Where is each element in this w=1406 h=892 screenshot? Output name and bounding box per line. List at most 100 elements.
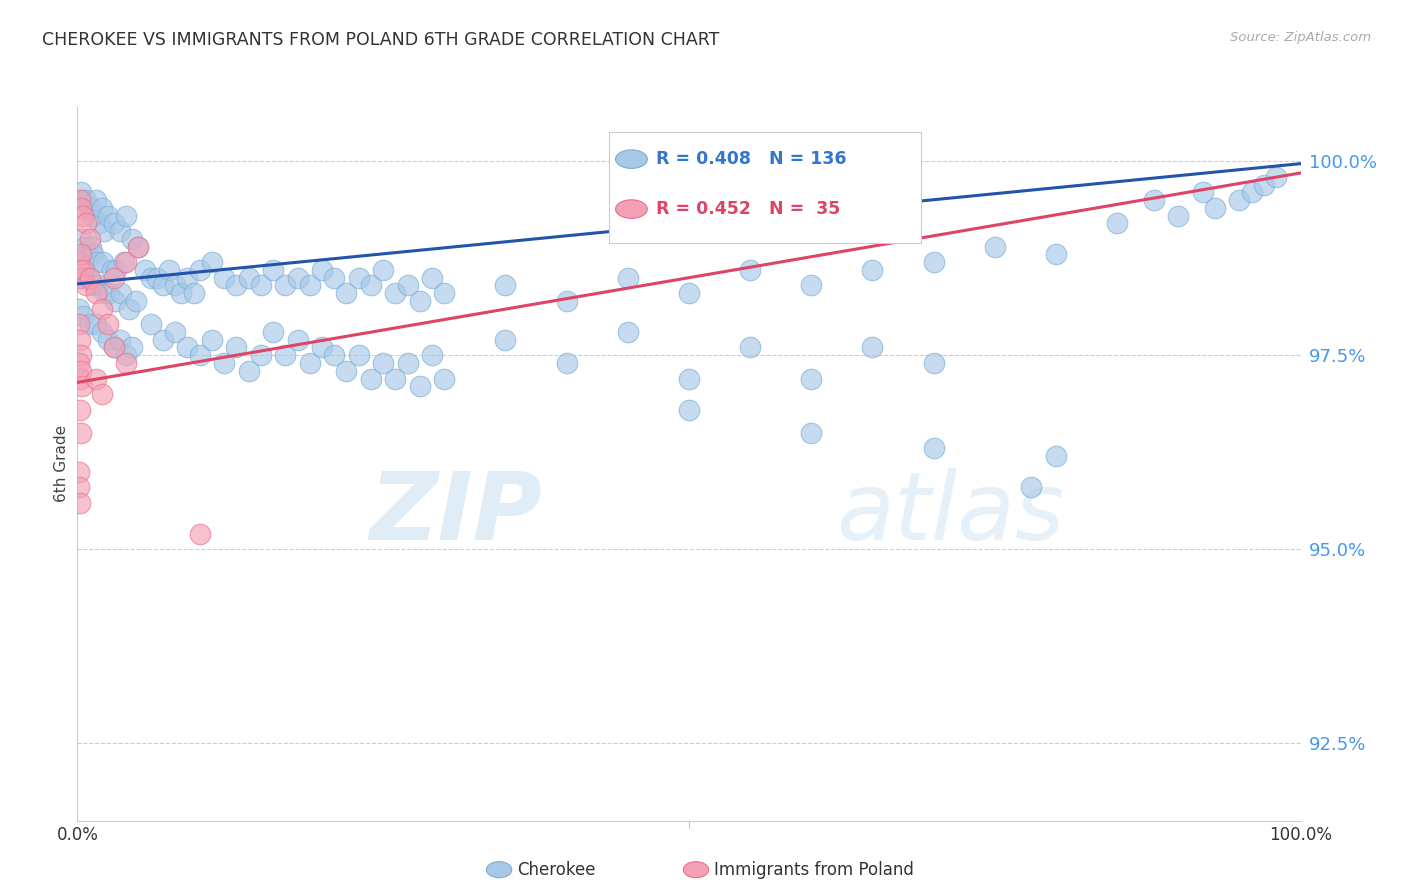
Point — [800, 278, 823, 293]
Point — [262, 263, 284, 277]
Point — [800, 425, 823, 440]
Point — [1045, 247, 1067, 261]
Point — [115, 255, 138, 269]
Point — [70, 425, 93, 440]
Point — [311, 341, 333, 355]
Point — [298, 356, 321, 370]
Point — [91, 255, 114, 269]
Point — [90, 325, 112, 339]
Point — [287, 270, 309, 285]
Point — [67, 255, 90, 269]
Point — [70, 186, 93, 200]
Point — [69, 270, 91, 285]
Point — [93, 224, 115, 238]
Point — [188, 348, 211, 362]
Text: ZIP: ZIP — [370, 467, 543, 560]
Point — [212, 356, 235, 370]
Point — [82, 247, 104, 261]
Point — [384, 286, 406, 301]
Point — [118, 301, 141, 316]
Point — [67, 465, 90, 479]
Point — [69, 495, 91, 509]
Point — [98, 286, 121, 301]
Point — [80, 209, 103, 223]
Point — [862, 263, 884, 277]
Point — [555, 356, 578, 370]
Point — [112, 255, 135, 269]
Y-axis label: 6th Grade: 6th Grade — [53, 425, 69, 502]
Point — [103, 341, 125, 355]
Point — [94, 286, 117, 301]
Point — [110, 286, 132, 301]
Point — [984, 240, 1007, 254]
Point — [165, 325, 187, 339]
Point — [420, 270, 443, 285]
Point — [72, 209, 94, 223]
Point — [238, 364, 260, 378]
Point — [201, 255, 224, 269]
Point — [69, 193, 91, 207]
Point — [1229, 193, 1251, 207]
Point — [152, 333, 174, 347]
Point — [335, 364, 357, 378]
Point — [183, 286, 205, 301]
Point — [70, 201, 93, 215]
Point — [396, 356, 419, 370]
Point — [139, 317, 162, 331]
Point — [495, 278, 517, 293]
Point — [1107, 216, 1129, 230]
Point — [70, 270, 93, 285]
Point — [87, 278, 110, 293]
Point — [73, 240, 96, 254]
Point — [67, 301, 90, 316]
Point — [1045, 449, 1067, 463]
Point — [1143, 193, 1166, 207]
Point — [90, 201, 112, 215]
Point — [84, 193, 107, 207]
Point — [617, 270, 640, 285]
Point — [76, 247, 98, 261]
Point — [84, 371, 107, 385]
Point — [409, 379, 432, 393]
Point — [396, 278, 419, 293]
Point — [371, 263, 394, 277]
Point — [70, 379, 93, 393]
Point — [1253, 178, 1275, 192]
Point — [188, 263, 211, 277]
Point — [83, 278, 105, 293]
Point — [80, 240, 103, 254]
Point — [72, 193, 94, 207]
Circle shape — [616, 150, 647, 169]
Point — [75, 216, 97, 230]
Point — [146, 270, 169, 285]
Point — [79, 201, 101, 215]
Point — [86, 255, 108, 269]
Point — [125, 293, 148, 308]
Point — [89, 216, 111, 230]
Point — [323, 270, 346, 285]
Point — [335, 286, 357, 301]
Text: R = 0.452   N =  35: R = 0.452 N = 35 — [657, 200, 841, 218]
FancyBboxPatch shape — [609, 132, 921, 243]
Point — [67, 356, 90, 370]
Point — [212, 270, 235, 285]
Point — [105, 263, 128, 277]
Point — [176, 270, 198, 285]
Point — [298, 278, 321, 293]
Point — [176, 341, 198, 355]
Point — [72, 310, 94, 324]
Point — [360, 278, 382, 293]
Point — [84, 286, 107, 301]
Point — [225, 278, 247, 293]
Point — [800, 371, 823, 385]
Point — [420, 348, 443, 362]
Point — [79, 232, 101, 246]
Point — [90, 301, 112, 316]
Point — [433, 286, 456, 301]
Point — [250, 348, 273, 362]
Point — [70, 232, 93, 246]
Point — [100, 263, 122, 277]
Point — [678, 371, 700, 385]
Point — [170, 286, 193, 301]
Point — [69, 333, 91, 347]
